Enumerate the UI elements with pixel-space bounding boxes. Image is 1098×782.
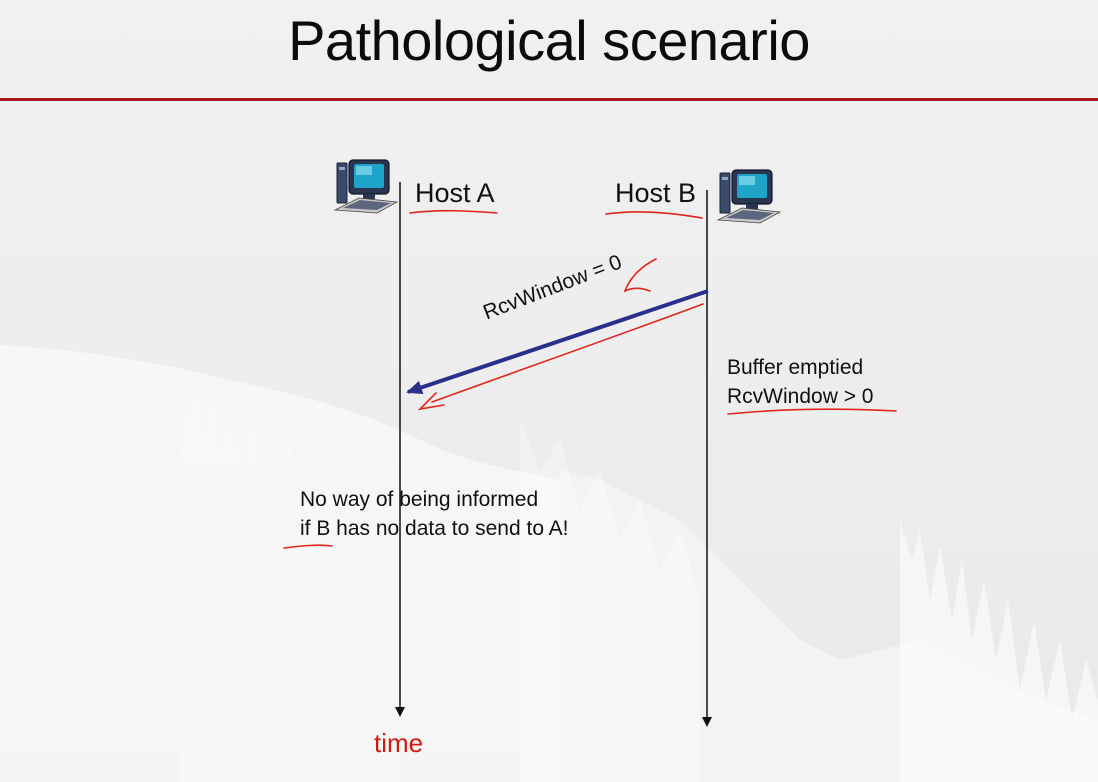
rcvwindow-message-arrow xyxy=(406,289,709,395)
message-underline-arrowhead xyxy=(417,392,445,411)
host-b-label: Host B xyxy=(615,178,697,208)
handwritten-annotations xyxy=(283,209,897,549)
host-a-computer-icon xyxy=(333,159,399,214)
buffer-emptied-note: Buffer emptied xyxy=(727,356,864,379)
buffer-underline xyxy=(727,408,897,415)
host-a-label: Host A xyxy=(415,178,495,208)
host-b-computer-icon xyxy=(716,169,782,224)
problem-note-line2: if B has no data to send to A! xyxy=(300,517,569,540)
slide-title: Pathological scenario xyxy=(288,9,810,72)
title-divider xyxy=(0,98,1098,101)
host-a-underline xyxy=(409,209,498,214)
rcvwindow-positive-note: RcvWindow > 0 xyxy=(727,385,874,408)
note-underline xyxy=(283,544,333,549)
time-axis-label: time xyxy=(374,728,424,758)
host-b-underline xyxy=(605,211,703,219)
problem-note-line1: No way of being informed xyxy=(300,488,539,511)
message-underline xyxy=(431,303,704,403)
tick-mark xyxy=(623,258,657,293)
